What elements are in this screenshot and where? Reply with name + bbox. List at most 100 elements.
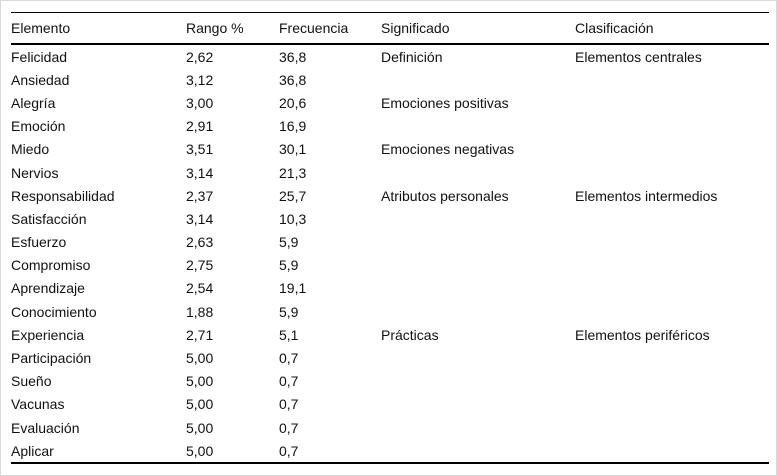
cell-clasificacion xyxy=(575,115,769,138)
cell-elemento: Ansiedad xyxy=(11,71,70,88)
cell-clasificacion xyxy=(575,138,769,161)
cell-elemento: Sueño xyxy=(11,373,52,390)
cell-significado xyxy=(381,370,575,393)
cell-clasificacion: Elementos periféricos xyxy=(575,326,710,343)
cell-frecuencia: 5,1 xyxy=(279,326,299,343)
column-header-significado: Significado xyxy=(381,20,450,36)
cell-elemento: Evaluación xyxy=(11,419,80,436)
cell-frecuencia: 19,1 xyxy=(279,280,307,297)
cell-elemento: Satisfacción xyxy=(11,210,87,227)
cell-rango: 5,00 xyxy=(186,350,214,367)
cell-rango: 3,00 xyxy=(186,94,214,111)
cell-elemento: Conocimiento xyxy=(11,303,97,320)
cell-clasificacion xyxy=(575,300,769,323)
cell-rango: 1,88 xyxy=(186,303,214,320)
cell-elemento: Aprendizaje xyxy=(11,280,85,297)
table-row: Satisfacción 3,14 10,3 xyxy=(11,207,769,230)
cell-rango: 3,14 xyxy=(186,164,214,181)
cell-elemento: Compromiso xyxy=(11,257,91,274)
cell-significado xyxy=(381,115,575,138)
table-row: Vacunas 5,00 0,7 xyxy=(11,393,769,416)
cell-clasificacion xyxy=(575,370,769,393)
cell-elemento: Participación xyxy=(11,350,92,367)
cell-significado: Atributos personales xyxy=(381,187,509,204)
cell-significado xyxy=(381,207,575,230)
table-row: Compromiso 2,75 5,9 xyxy=(11,254,769,277)
cell-rango: 2,62 xyxy=(186,48,214,65)
cell-significado: Emociones negativas xyxy=(381,141,515,158)
cell-clasificacion xyxy=(575,161,769,184)
cell-rango: 3,12 xyxy=(186,71,214,88)
cell-elemento: Miedo xyxy=(11,141,50,158)
cell-frecuencia: 0,7 xyxy=(279,350,299,367)
cell-frecuencia: 0,7 xyxy=(279,419,299,436)
cell-frecuencia: 5,9 xyxy=(279,257,299,274)
cell-significado: Prácticas xyxy=(381,326,439,343)
cell-significado xyxy=(381,439,575,463)
cell-rango: 5,00 xyxy=(186,396,214,413)
cell-clasificacion: Elementos intermedios xyxy=(575,187,718,204)
cell-frecuencia: 36,8 xyxy=(279,48,307,65)
table-row: Responsabilidad 2,37 25,7 Atributos persona… xyxy=(11,184,769,207)
cell-rango: 2,91 xyxy=(186,118,214,135)
table-row: Nervios 3,14 21,3 xyxy=(11,161,769,184)
frequency-table: Elemento Rango % Frecuencia Significado Clas… xyxy=(11,12,769,465)
table-row: Miedo 3,51 30,1 Emociones negativas xyxy=(11,138,769,161)
cell-elemento: Esfuerzo xyxy=(11,234,67,251)
cell-significado xyxy=(381,346,575,369)
cell-significado: Definición xyxy=(381,48,443,65)
cell-significado xyxy=(381,161,575,184)
cell-clasificacion xyxy=(575,207,769,230)
cell-clasificacion xyxy=(575,254,769,277)
cell-rango: 5,00 xyxy=(186,419,214,436)
cell-clasificacion xyxy=(575,277,769,300)
cell-elemento: Responsabilidad xyxy=(11,187,115,204)
table-row: Aprendizaje 2,54 19,1 xyxy=(11,277,769,300)
cell-significado xyxy=(381,277,575,300)
table-row: Experiencia 2,71 5,1 Prácticas Elementos per… xyxy=(11,323,769,346)
cell-rango: 5,00 xyxy=(186,442,214,459)
table-row: Esfuerzo 2,63 5,9 xyxy=(11,231,769,254)
cell-elemento: Alegría xyxy=(11,94,56,111)
column-header-rango: Rango % xyxy=(186,20,244,36)
cell-rango: 3,14 xyxy=(186,210,214,227)
cell-significado xyxy=(381,393,575,416)
cell-rango: 2,54 xyxy=(186,280,214,297)
column-header-elemento: Elemento xyxy=(11,20,71,36)
cell-frecuencia: 0,7 xyxy=(279,373,299,390)
cell-frecuencia: 5,9 xyxy=(279,303,299,320)
table-row: Evaluación 5,00 0,7 xyxy=(11,416,769,439)
cell-frecuencia: 30,1 xyxy=(279,141,307,158)
cell-elemento: Felicidad xyxy=(11,48,68,65)
cell-significado xyxy=(381,231,575,254)
table-row: Alegría 3,00 20,6 Emociones positivas xyxy=(11,91,769,114)
cell-frecuencia: 36,8 xyxy=(279,71,307,88)
cell-rango: 5,00 xyxy=(186,373,214,390)
table-row: Sueño 5,00 0,7 xyxy=(11,370,769,393)
cell-frecuencia: 20,6 xyxy=(279,94,307,111)
table-row: Felicidad 2,62 36,8 Definición Elementos cen… xyxy=(11,44,769,68)
cell-significado xyxy=(381,300,575,323)
column-header-frecuencia: Frecuencia xyxy=(279,20,349,36)
cell-rango: 3,51 xyxy=(186,141,214,158)
cell-significado xyxy=(381,254,575,277)
cell-frecuencia: 0,7 xyxy=(279,396,299,413)
cell-frecuencia: 10,3 xyxy=(279,210,307,227)
cell-frecuencia: 25,7 xyxy=(279,187,307,204)
table-row: Participación 5,00 0,7 xyxy=(11,346,769,369)
header-row: Elemento Rango % Frecuencia Significado Clas… xyxy=(11,13,769,44)
table-row: Aplicar 5,00 0,7 xyxy=(11,439,769,463)
cell-rango: 2,63 xyxy=(186,234,214,251)
cell-clasificacion xyxy=(575,231,769,254)
cell-rango: 2,37 xyxy=(186,187,214,204)
cell-clasificacion xyxy=(575,393,769,416)
cell-clasificacion xyxy=(575,416,769,439)
table-row: Emoción 2,91 16,9 xyxy=(11,115,769,138)
table-row: Ansiedad 3,12 36,8 xyxy=(11,68,769,91)
cell-significado xyxy=(381,68,575,91)
cell-clasificacion xyxy=(575,439,769,463)
cell-clasificacion: Elementos centrales xyxy=(575,48,702,65)
cell-frecuencia: 5,9 xyxy=(279,234,299,251)
cell-elemento: Vacunas xyxy=(11,396,65,413)
